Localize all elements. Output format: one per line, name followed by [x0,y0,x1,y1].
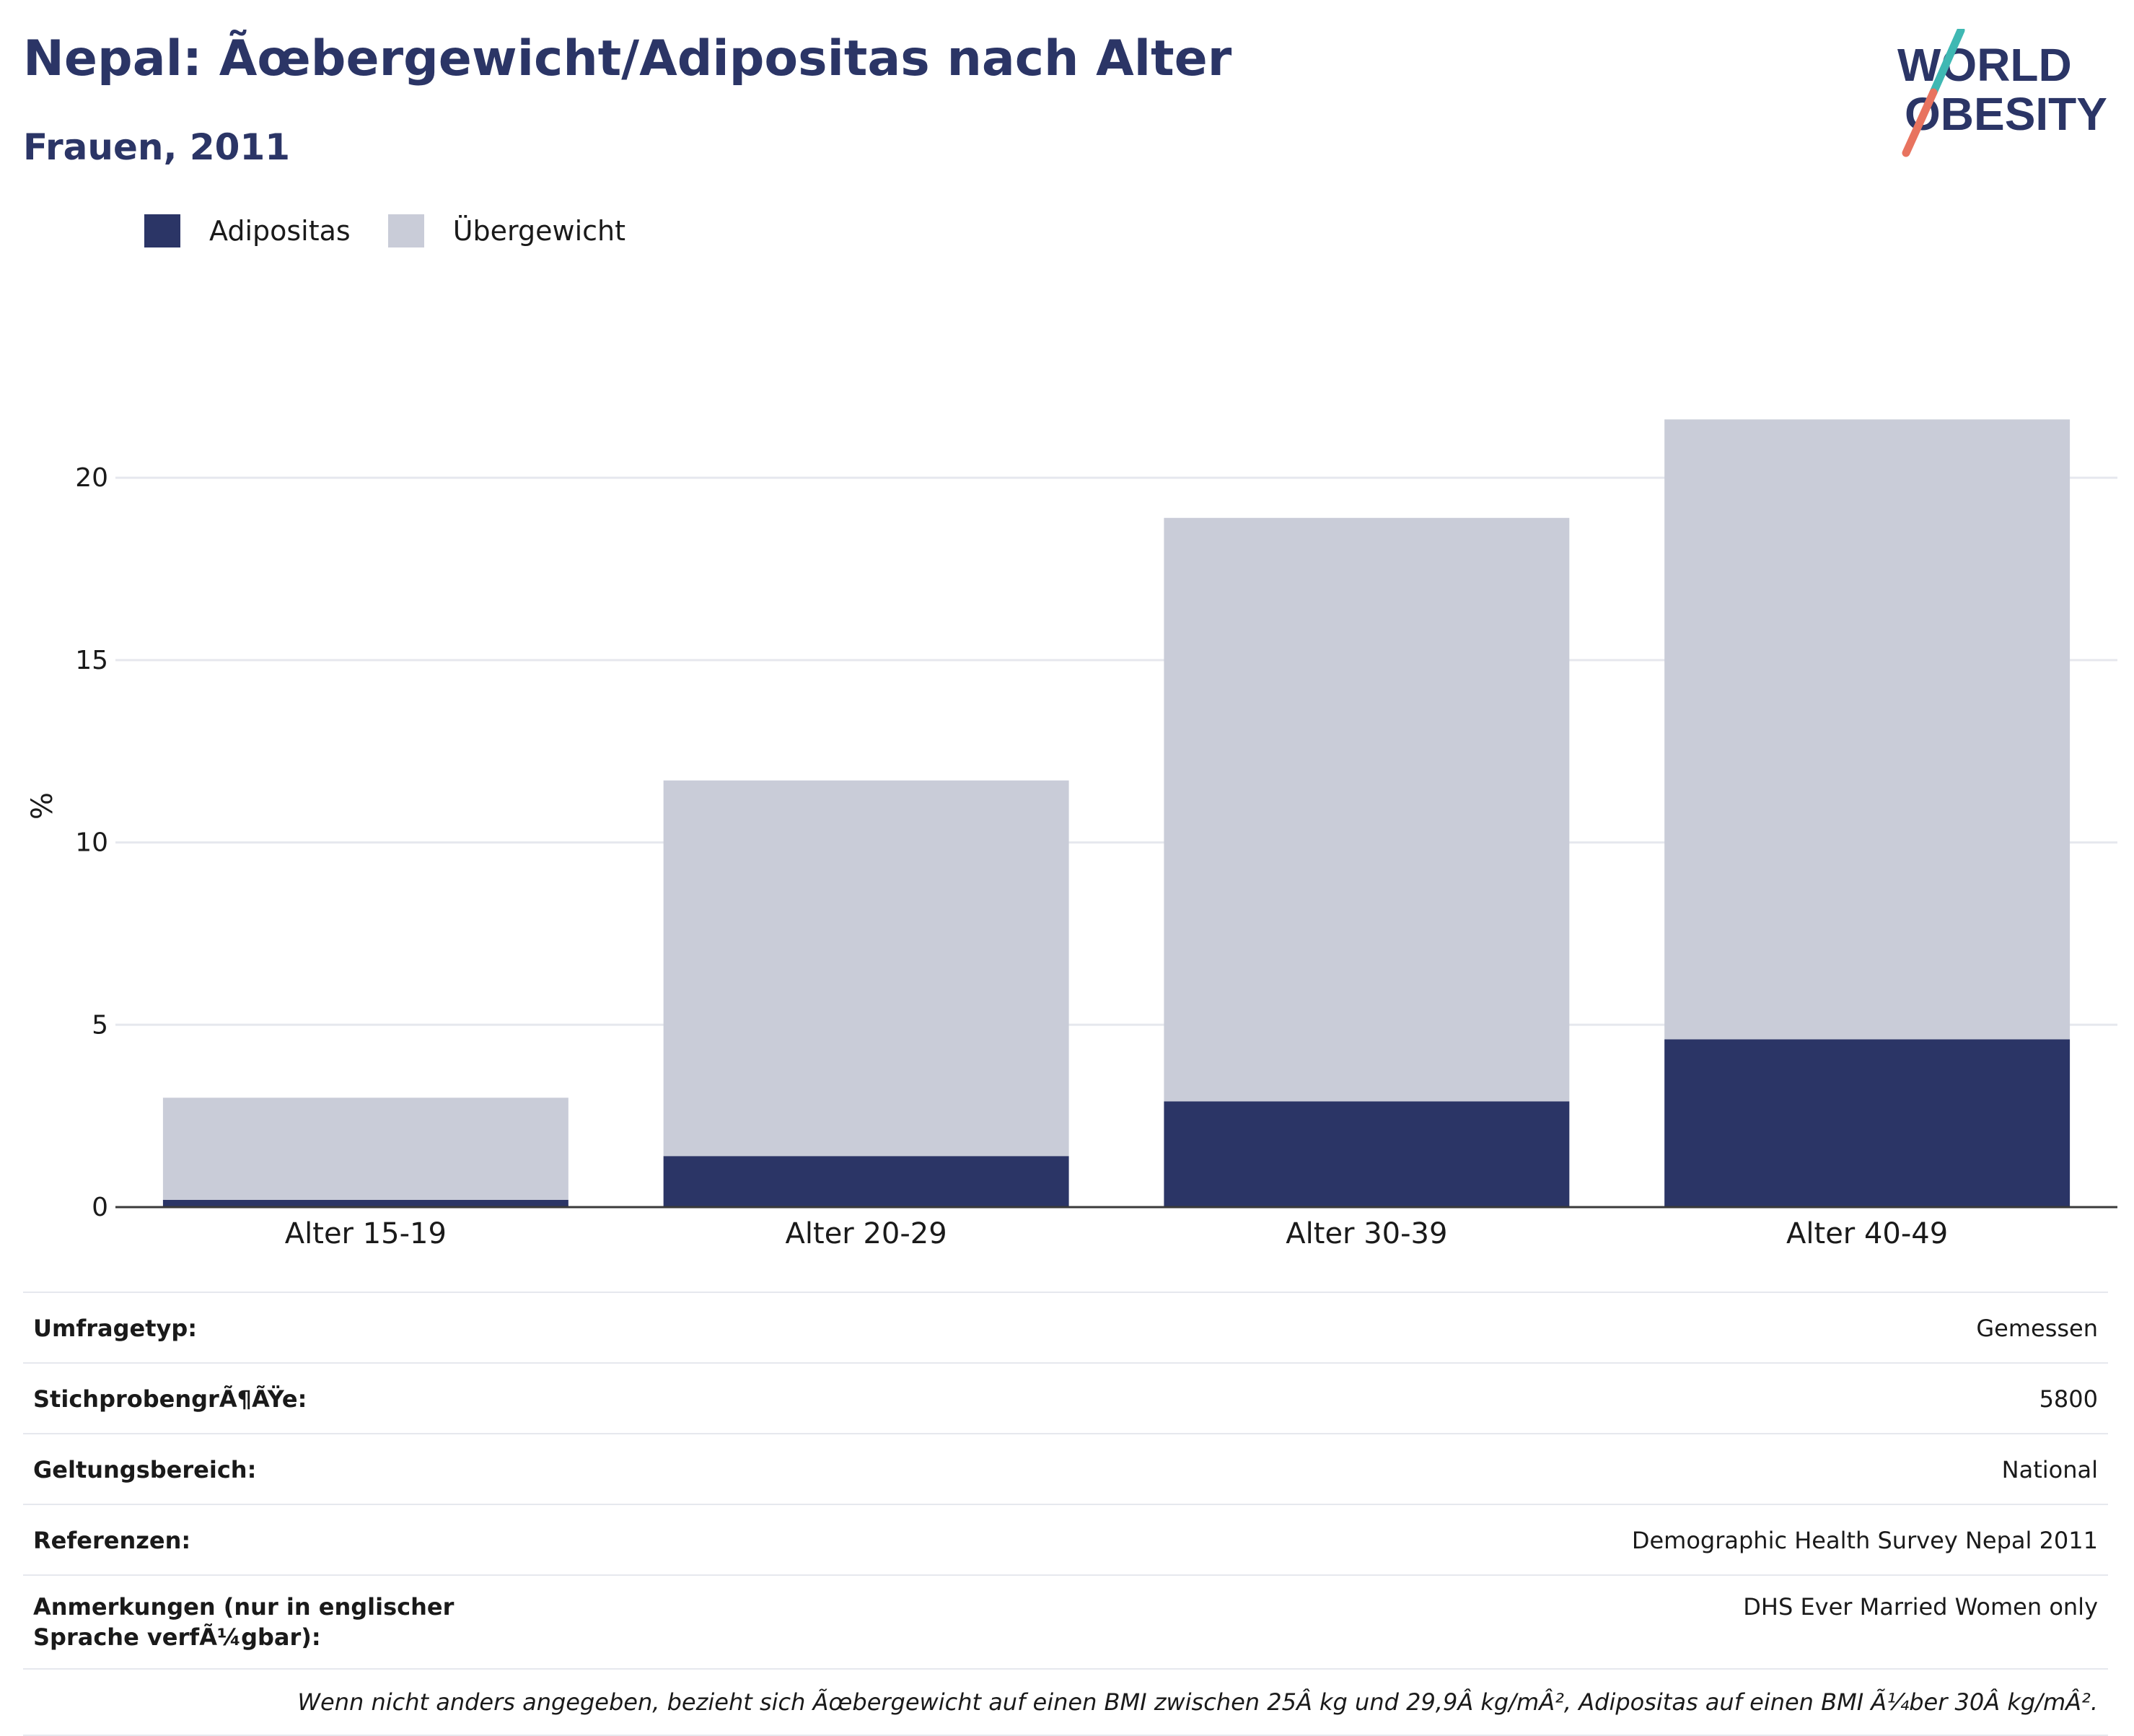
chart-title: Nepal: Ãœbergewicht/Adipositas nach Alte… [23,30,1232,87]
info-value: National [2001,1456,2098,1483]
y-tick-label: 20 [75,463,108,493]
definition-note: Wenn nicht anders angegeben, bezieht sic… [23,1668,2108,1736]
y-tick-label: 15 [75,646,108,675]
bar-adipositas [162,1199,568,1207]
bar-uebergewicht [1664,419,2071,1040]
legend-item-uebergewicht: Übergewicht [387,214,625,247]
x-tick-label: Alter 20-29 [786,1217,947,1250]
logo-line-2: OBESITY [1905,88,2107,140]
legend-swatch-uebergewicht [387,214,424,247]
legend-label-uebergewicht: Übergewicht [452,215,625,247]
info-label: Umfragetyp: [33,1315,198,1342]
bar-uebergewicht [663,780,1069,1157]
y-tick-label: 0 [92,1193,108,1222]
legend-item-adipositas: Adipositas [144,214,351,247]
info-value: Gemessen [1976,1315,2098,1342]
info-value: DHS Ever Married Women only [1743,1593,2098,1621]
bar-uebergewicht [1164,517,1570,1102]
logo-line-1: WORLD [1897,39,2072,91]
chart-subtitle: Frauen, 2011 [23,126,291,168]
info-row-references: Referenzen: Demographic Health Survey Ne… [23,1504,2108,1574]
stacked-bar-chart: 0 5 10 15 20% Alter 15-19 Alter 20-29 Alter 30-… [26,419,2117,1250]
x-tick-label: Alter 30-39 [1286,1217,1447,1250]
bar-adipositas [1164,1101,1570,1207]
info-value: Demographic Health Survey Nepal 2011 [1631,1527,2098,1554]
survey-info-table: Umfragetyp: Gemessen StichprobengrÃ¶ÃŸe:… [23,1292,2108,1736]
info-row-survey-type: Umfragetyp: Gemessen [23,1292,2108,1362]
logo-coral-stroke [1902,88,1938,157]
chart-legend: Adipositas Übergewicht [144,214,663,247]
info-row-notes: Anmerkungen (nur in englischer Sprache v… [23,1574,2108,1668]
x-tick-label: Alter 40-49 [1786,1217,1948,1250]
y-tick-label: 5 [92,1010,108,1040]
info-row-sample-size: StichprobengrÃ¶ÃŸe: 5800 [23,1362,2108,1433]
info-label: Referenzen: [33,1527,191,1554]
legend-label-adipositas: Adipositas [209,215,351,247]
info-value: 5800 [2039,1385,2098,1413]
bar-adipositas [1664,1039,2071,1207]
y-axis-label: % [26,792,59,820]
bar-uebergewicht [162,1097,568,1200]
logo-teal-stroke [1929,29,1965,97]
info-label: Anmerkungen (nur in englischer Sprache v… [33,1593,455,1651]
bar-adipositas [663,1156,1069,1207]
info-label: Geltungsbereich: [33,1456,257,1483]
info-label: StichprobengrÃ¶ÃŸe: [33,1385,307,1413]
legend-swatch-adipositas [144,214,180,247]
world-obesity-logo: WORLD OBESITY [1897,29,2107,157]
y-tick-label: 10 [75,828,108,858]
info-row-scope: Geltungsbereich: National [23,1433,2108,1504]
x-tick-label: Alter 15-19 [285,1217,447,1250]
